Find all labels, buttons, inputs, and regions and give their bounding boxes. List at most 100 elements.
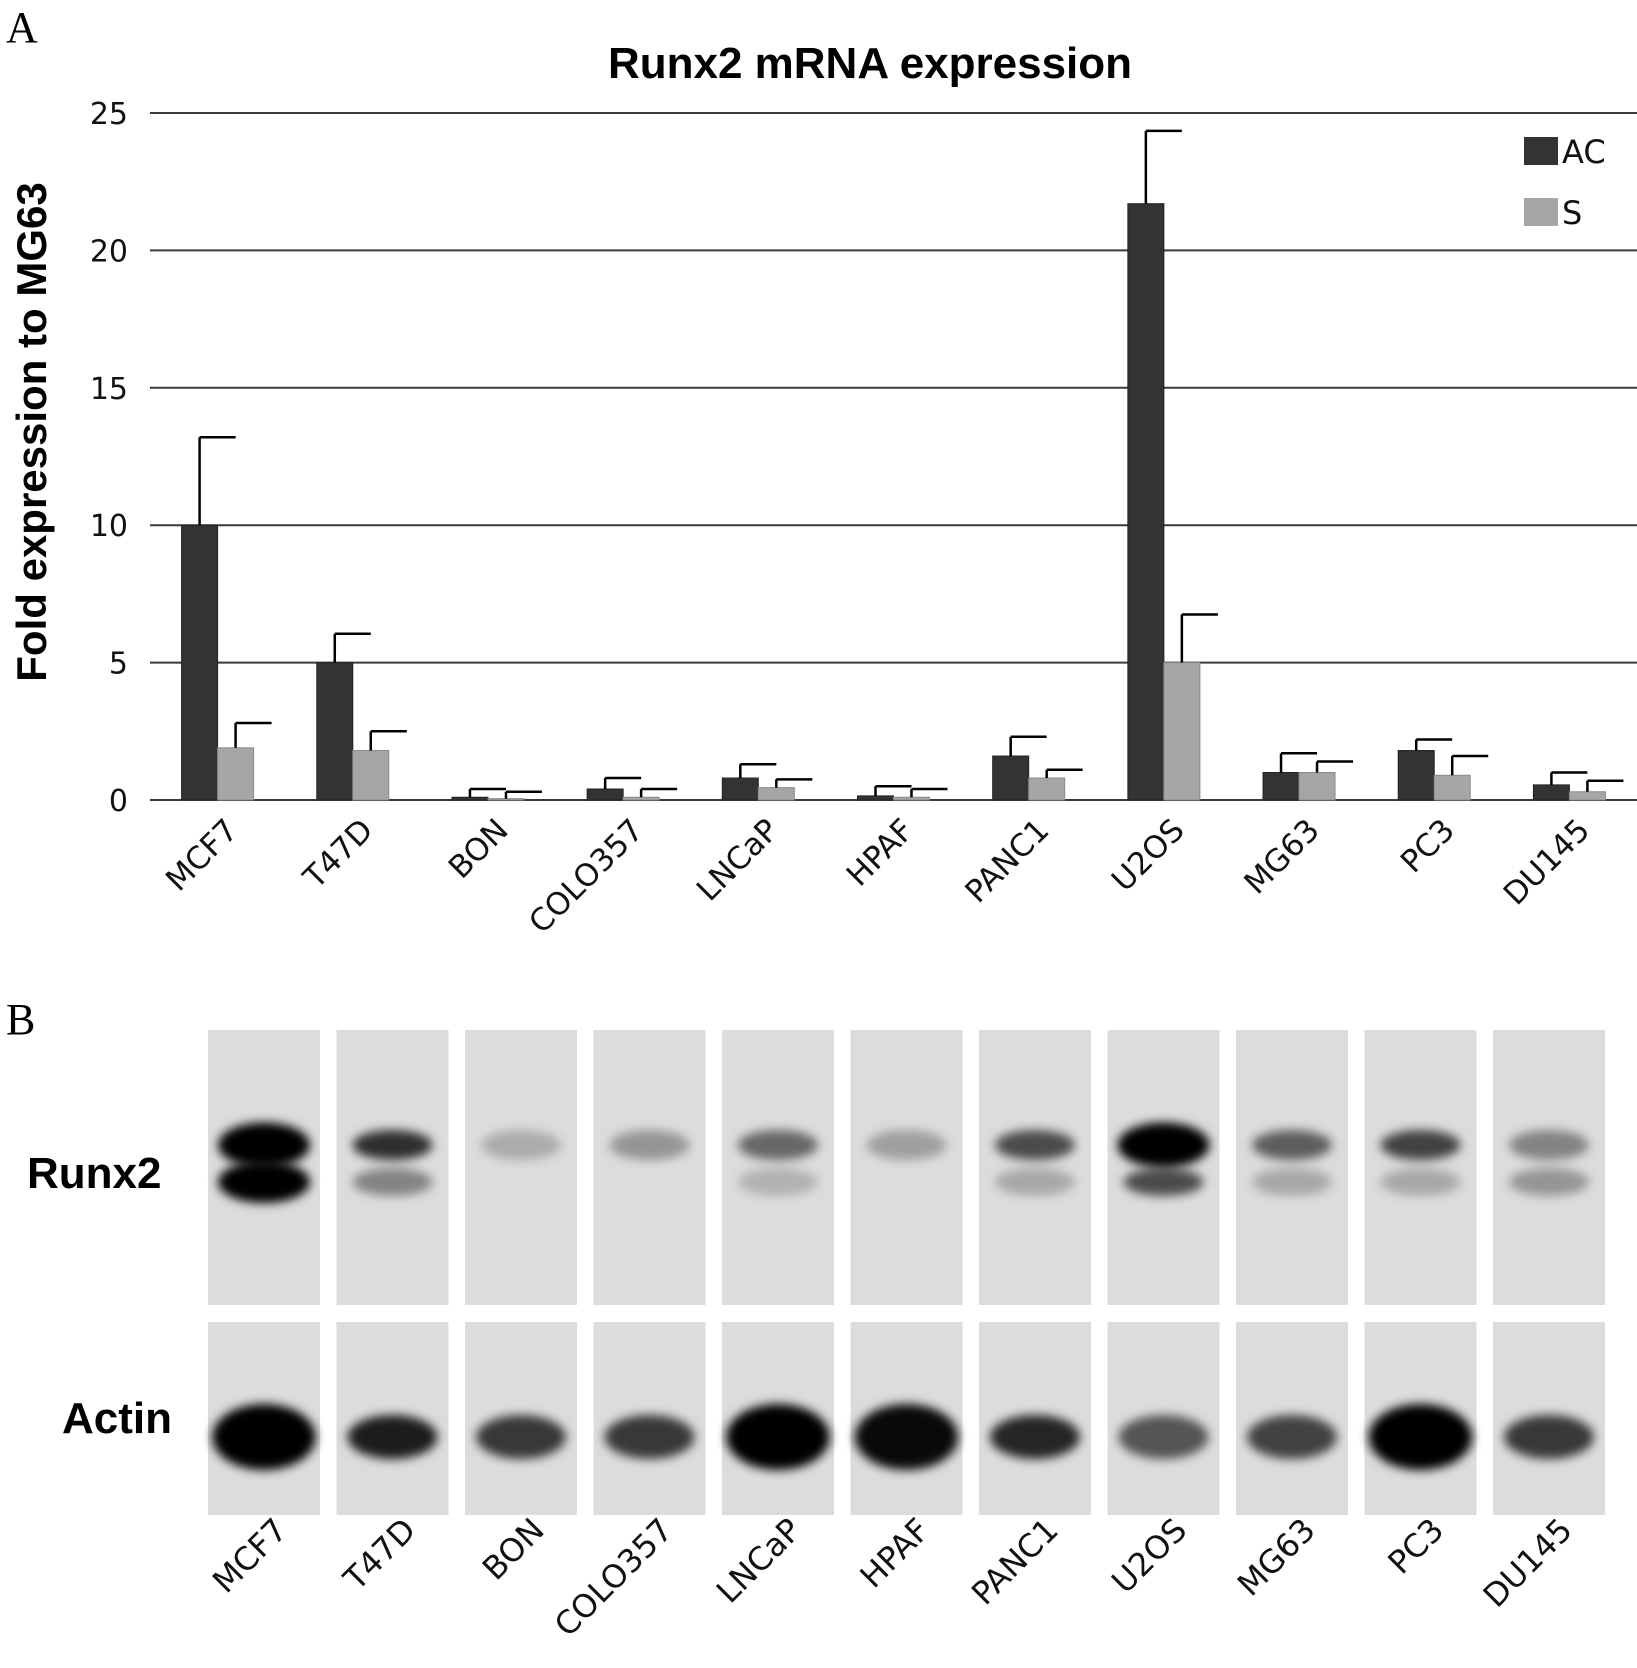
- x-tick-label: U2OS: [1105, 812, 1192, 899]
- blot-band: [1380, 1168, 1461, 1196]
- chart-title: Runx2 mRNA expression: [608, 39, 1132, 88]
- blot-lane-label: T47D: [336, 1511, 424, 1599]
- blot-band: [990, 1415, 1080, 1459]
- y-axis-label: Fold expression to MG63: [8, 182, 55, 681]
- blot-lane-runx2-5: [722, 1030, 834, 1305]
- blot-band: [1509, 1168, 1589, 1196]
- x-tick-label: MCF7: [159, 812, 245, 898]
- legend-label-s: S: [1562, 194, 1582, 232]
- blot-lane-runx2-6: [850, 1030, 963, 1305]
- blot-lane-actin-4: [593, 1322, 706, 1515]
- blot-band: [1117, 1122, 1210, 1168]
- x-tick-label: MG63: [1237, 812, 1326, 901]
- bar-s-mg63: [1298, 772, 1336, 801]
- blot-lane-actin-10: [1364, 1322, 1477, 1515]
- y-axis-ticks: 0 5 10 15 20 25: [90, 97, 128, 819]
- blot-band: [1118, 1415, 1209, 1459]
- bar-s-t47d: [352, 750, 390, 801]
- bar-s-u2os: [1163, 662, 1201, 801]
- blot-lane-actin-2: [336, 1322, 449, 1515]
- blot-band: [352, 1130, 433, 1160]
- blot-band: [1380, 1130, 1461, 1160]
- blot-lane-background: [722, 1030, 834, 1305]
- bar-ac-panc1: [992, 755, 1030, 801]
- legend-swatch-ac: [1524, 137, 1558, 165]
- blot-lane-actin-7: [979, 1322, 1091, 1515]
- blot-band: [854, 1404, 959, 1470]
- x-tick-label: BON: [442, 812, 516, 886]
- x-axis-labels: MCF7 T47D BON COLO357 LNCaP HPAF PANC1 U2OS MG63…: [159, 812, 1597, 941]
- blot-lane-actin-8: [1107, 1322, 1220, 1515]
- blot-band: [218, 1161, 310, 1203]
- bar-ac-lncap: [721, 777, 759, 801]
- blot-band: [609, 1130, 690, 1160]
- blot-band: [726, 1404, 830, 1470]
- bar-s-mcf7: [217, 747, 255, 801]
- bar-ac-bon: [451, 796, 489, 801]
- blot-lane-label: BON: [475, 1511, 552, 1588]
- blot-lane-label: MCF7: [205, 1511, 295, 1601]
- blot-lane-background: [1236, 1030, 1348, 1305]
- bar-ac-hpaf: [857, 795, 894, 801]
- blot-lane-background: [850, 1030, 963, 1305]
- blot-lane-runx2-7: [979, 1030, 1091, 1305]
- blot-lane-background: [336, 1030, 449, 1305]
- blot-band: [738, 1168, 818, 1196]
- bar-ac-du145: [1532, 784, 1570, 801]
- blot-lane-label: MG63: [1230, 1511, 1323, 1604]
- blot-lane-actin-11: [1493, 1322, 1605, 1515]
- bar-ac-mcf7: [181, 524, 219, 801]
- blot-band: [1368, 1404, 1473, 1470]
- blot-band: [1123, 1168, 1204, 1196]
- x-tick-label: T47D: [296, 812, 380, 896]
- blot-lane-label: DU145: [1476, 1511, 1580, 1615]
- y-tick-label: 20: [90, 234, 128, 269]
- legend-label-ac: AC: [1562, 133, 1606, 171]
- blot-band: [476, 1415, 566, 1459]
- blot-lane-background: [593, 1030, 706, 1305]
- blot-lane-label: COLO357: [547, 1511, 680, 1644]
- blot-lane-actin-3: [465, 1322, 577, 1515]
- panel-b-letter: B: [6, 995, 35, 1044]
- blot-band: [1509, 1130, 1589, 1160]
- blot-band: [1252, 1168, 1332, 1196]
- bar-s-du145: [1568, 791, 1606, 801]
- blot-band: [1504, 1415, 1594, 1459]
- blot-band: [604, 1415, 695, 1459]
- x-tick-label: HPAF: [840, 812, 921, 893]
- blot-band: [347, 1415, 438, 1459]
- blot-row-label-runx2: Runx2: [27, 1149, 161, 1198]
- panel-a-letter: A: [6, 3, 38, 52]
- blot-lane-background: [465, 1030, 577, 1305]
- blot-lane-runx2-2: [336, 1030, 449, 1305]
- blot-band: [866, 1130, 947, 1160]
- blot-lane-actin-9: [1236, 1322, 1348, 1515]
- blot-lane-runx2-4: [593, 1030, 706, 1305]
- blot-lane-actin-1: [208, 1322, 320, 1515]
- x-tick-label: LNCaP: [690, 812, 786, 908]
- blot-lane-label: HPAF: [853, 1511, 938, 1596]
- y-tick-label: 0: [109, 784, 128, 819]
- chart-gridlines: [150, 112, 1637, 801]
- blot-lane-runx2-11: [1493, 1030, 1605, 1305]
- blot-row-label-actin: Actin: [62, 1394, 172, 1443]
- blot-band: [218, 1122, 310, 1168]
- chart-bars: [181, 129, 1624, 801]
- blot-lane-label: U2OS: [1104, 1511, 1194, 1601]
- blot-lane-runx2-3: [465, 1030, 577, 1305]
- blot-band: [352, 1168, 433, 1196]
- blot-lane-runx2-10: [1364, 1030, 1477, 1305]
- bar-ac-colo357: [586, 788, 624, 801]
- blot-band: [738, 1130, 818, 1160]
- blot-lane-background: [1493, 1030, 1605, 1305]
- bar-s-colo357: [622, 796, 660, 801]
- bar-s-hpaf: [893, 796, 930, 801]
- x-tick-label: COLO357: [522, 812, 651, 941]
- y-tick-label: 15: [90, 372, 128, 407]
- blot-band: [995, 1130, 1075, 1160]
- bar-ac-mg63: [1262, 772, 1300, 801]
- bar-s-lncap: [757, 787, 795, 801]
- blot-band: [212, 1404, 316, 1470]
